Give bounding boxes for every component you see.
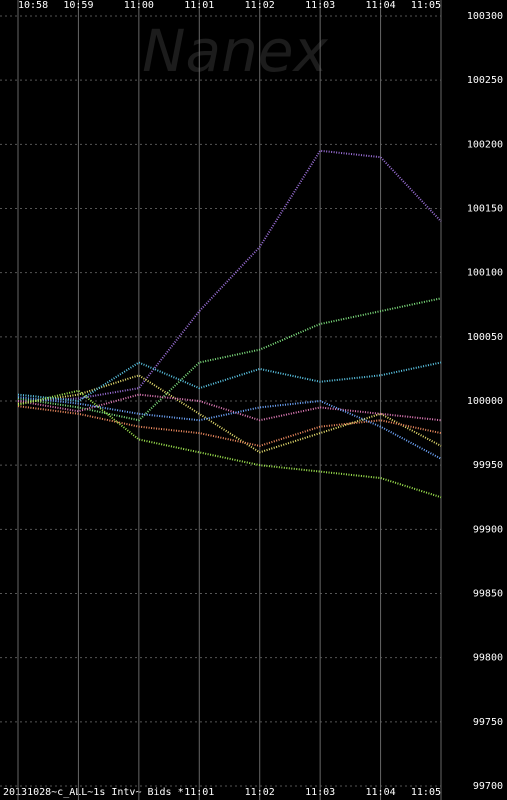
y-tick-label: 99800 (473, 653, 503, 664)
x-tick-label: 10:59 (63, 0, 93, 11)
series-line (17, 297, 442, 422)
y-tick-label: 99950 (473, 460, 503, 471)
x-tick-label: 11:02 (245, 0, 275, 11)
y-tick-label: 99850 (473, 589, 503, 600)
x-tick-label-bottom: 11:02 (245, 787, 275, 798)
x-tick-label: 10:58 (18, 0, 48, 11)
y-tick-label: 100300 (467, 11, 503, 22)
y-tick-label: 99900 (473, 524, 503, 535)
footer: 20131028~c_ALL~1s Intv~ Bids * (3, 787, 184, 798)
x-tick-label: 11:03 (305, 0, 335, 11)
y-tick-label: 100050 (467, 332, 503, 343)
series-line (17, 396, 442, 460)
y-tick-label: 99750 (473, 717, 503, 728)
x-tick-label: 11:00 (124, 0, 154, 11)
x-tick-label-bottom: 11:04 (366, 787, 396, 798)
y-tick-label: 99700 (473, 781, 503, 792)
y-tick-label: 100150 (467, 204, 503, 215)
watermark: Nanex (142, 17, 328, 85)
y-tick-label: 100000 (467, 396, 503, 407)
x-tick-label: 11:04 (366, 0, 396, 11)
series-line (17, 393, 442, 422)
series-line (17, 361, 442, 403)
series-line (17, 389, 442, 499)
x-tick-label: 11:05 (411, 0, 441, 11)
y-tick-label: 100250 (467, 75, 503, 86)
y-tick-label: 100100 (467, 268, 503, 279)
series-line (17, 149, 442, 402)
x-tick-label-bottom: 11:01 (184, 787, 214, 798)
x-tick-label-bottom: 11:03 (305, 787, 335, 798)
y-tick-label: 100200 (467, 139, 503, 150)
x-tick-label: 11:01 (184, 0, 214, 11)
x-tick-label-bottom: 11:05 (411, 787, 441, 798)
